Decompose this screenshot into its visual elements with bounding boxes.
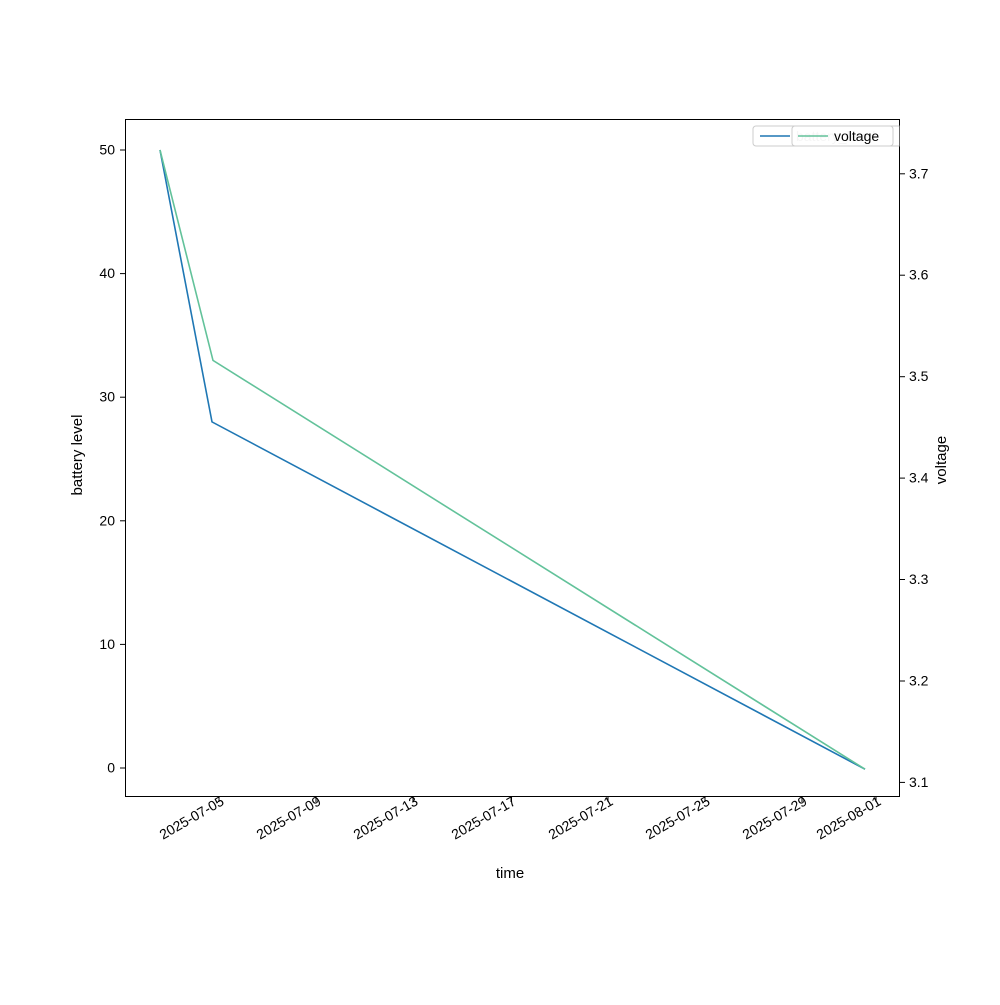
svg-text:2025-07-21: 2025-07-21 — [545, 793, 615, 843]
svg-text:3.5: 3.5 — [909, 368, 929, 384]
svg-text:battery level: battery level — [69, 415, 86, 496]
svg-text:20: 20 — [99, 512, 115, 528]
svg-text:2025-07-13: 2025-07-13 — [350, 793, 420, 843]
svg-text:10: 10 — [99, 636, 115, 652]
svg-text:2025-08-01: 2025-08-01 — [813, 793, 883, 843]
svg-text:40: 40 — [99, 265, 115, 281]
svg-text:3.1: 3.1 — [909, 774, 929, 790]
svg-text:3.3: 3.3 — [909, 571, 929, 587]
svg-text:time: time — [496, 865, 524, 882]
svg-text:2025-07-29: 2025-07-29 — [739, 793, 809, 843]
svg-text:3.4: 3.4 — [909, 470, 929, 486]
svg-text:voltage: voltage — [933, 436, 950, 484]
svg-text:30: 30 — [99, 389, 115, 405]
svg-text:2025-07-17: 2025-07-17 — [448, 793, 518, 843]
svg-text:voltage: voltage — [834, 128, 879, 144]
svg-text:2025-07-09: 2025-07-09 — [253, 793, 323, 843]
svg-text:3.6: 3.6 — [909, 267, 929, 283]
svg-text:0: 0 — [107, 760, 115, 776]
svg-text:2025-07-05: 2025-07-05 — [156, 793, 226, 843]
svg-text:3.7: 3.7 — [909, 165, 929, 181]
svg-text:50: 50 — [99, 142, 115, 158]
svg-text:3.2: 3.2 — [909, 673, 929, 689]
svg-text:2025-07-25: 2025-07-25 — [642, 793, 712, 843]
